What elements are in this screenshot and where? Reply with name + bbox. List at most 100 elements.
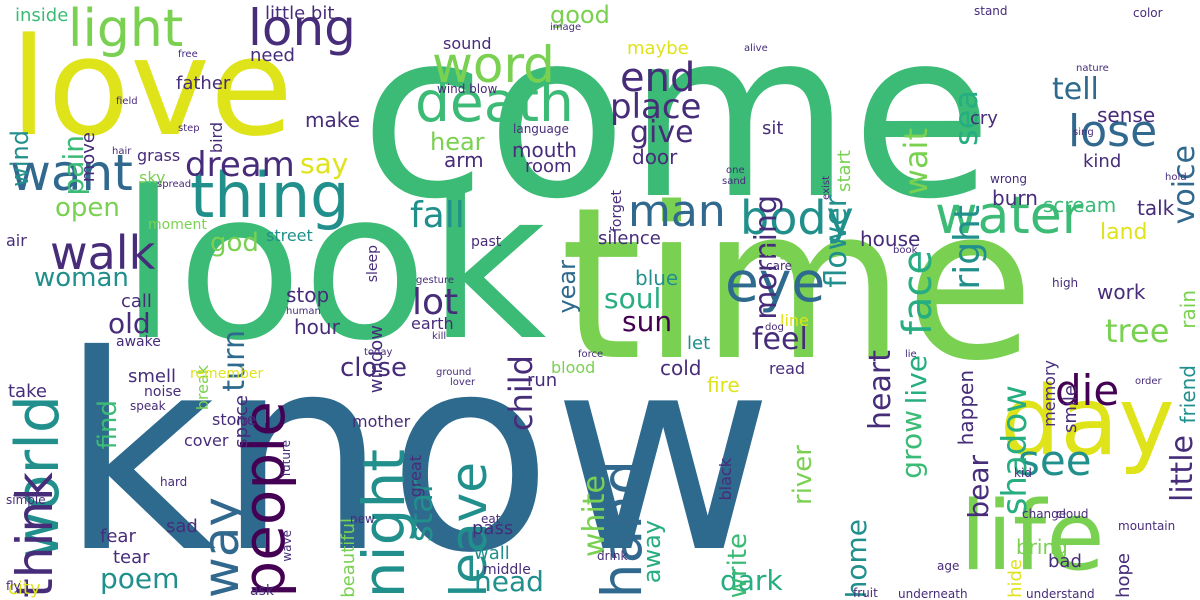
word-away: away [638,520,666,584]
word-drink: drink [597,549,628,563]
word-place: place [610,87,702,127]
word-water: water [935,186,1084,246]
word-air: air [6,231,27,250]
word-hope: hope [1113,553,1134,598]
word-sleep: sleep [365,245,381,283]
word-eat: eat [481,512,501,526]
word-book: book [893,245,918,256]
word-wave: wave [280,530,294,562]
word-hear: hear [430,128,485,156]
word-hair: hair [112,146,132,157]
word-cold: cold [660,356,702,380]
word-remember: remember [190,366,264,382]
word-soul: soul [604,282,662,315]
word-street: street [266,226,313,245]
word-tree: tree [1105,312,1170,350]
word-man: man [628,186,726,237]
word-fear: fear [100,526,136,547]
word-fire: fire [707,373,740,397]
word-smell: smell [128,366,176,387]
word-order: order [1135,376,1162,387]
word-simple: simple [6,493,46,507]
word-sing: sing [1073,127,1094,138]
word-wind-blow: wind blow [437,82,498,96]
word-image: image [550,22,582,33]
word-blood: blood [551,358,596,377]
word-give: give [630,115,694,150]
word-light: light [68,0,184,59]
word-scream: scream [1043,193,1117,217]
word-call: call [121,291,152,312]
word-god: god [210,228,259,258]
word-end: end [620,55,696,101]
word-close: close [340,353,407,383]
word-bird: bird [207,122,226,154]
word-inside: inside [15,5,69,26]
word-poem: poem [100,562,180,595]
word-talk: talk [1137,196,1175,220]
word-pass: pass [472,518,514,539]
word-work: work [1097,280,1146,304]
word-grow: grow [895,410,928,479]
word-smile: smile [1060,385,1081,433]
word-nature: nature [1076,63,1109,74]
word-ask: ask [250,583,274,599]
word-bear: bear [962,455,995,519]
word-hold: hold [1165,172,1187,183]
word-sound: sound [443,34,492,53]
word-eye: eye [725,250,826,314]
word-forget: forget [609,190,625,232]
word-maybe: maybe [627,38,689,59]
word-right: right [947,205,988,290]
word-land: land [1100,220,1148,245]
word-understand: understand [1026,587,1095,600]
word-today: today [364,347,393,358]
word-rain: rain [1176,290,1200,329]
word-death: death [415,70,574,134]
word-fall: fall [410,195,465,236]
word-bad: bad [1048,551,1082,572]
word-love: love [10,9,294,166]
word-line: line [780,311,809,330]
word-heart: heart [863,350,898,430]
word-body: body [740,191,854,245]
word-flower: flower [819,195,854,288]
word-hour: hour [294,315,340,339]
word-find: find [93,400,123,450]
word-alive: alive [744,43,768,54]
word-speak: speak [130,399,166,413]
word-spread: spread [157,179,192,190]
word-wall: wall [474,543,510,564]
word-life: life [960,482,1105,592]
word-earth: earth [411,314,454,333]
word-die: die [1055,366,1120,415]
word-memory: memory [1040,360,1059,427]
word-good: good [550,1,610,29]
word-kill: kill [432,331,447,342]
word-sit: sit [762,118,784,139]
word-start: start [834,150,855,192]
word-mountain: mountain [1118,519,1176,533]
word-sense: sense [1097,103,1156,127]
word-dog: dog [765,322,784,333]
word-need: need [250,45,295,66]
word-gesture: gesture [416,275,455,286]
word-year: year [553,260,581,314]
word-shadow: shadow [995,385,1035,516]
word-way: way [192,496,250,598]
word-woman: woman [34,263,129,293]
word-stone: stone [212,410,257,429]
word-arm: arm [444,148,484,172]
word-dream: dream [185,145,295,185]
word-wrong: wrong [990,172,1028,186]
word-river: river [788,445,818,505]
word-ground: ground [436,367,472,378]
word-tell: tell [1052,72,1099,107]
word-hide: hide [1005,559,1026,598]
word-see: see [1018,436,1092,485]
word-friend: friend [1176,365,1200,424]
word-bring: bring [1016,535,1068,559]
word-free: free [178,49,198,60]
word-know: know [60,297,774,600]
word-white: white [577,475,612,558]
